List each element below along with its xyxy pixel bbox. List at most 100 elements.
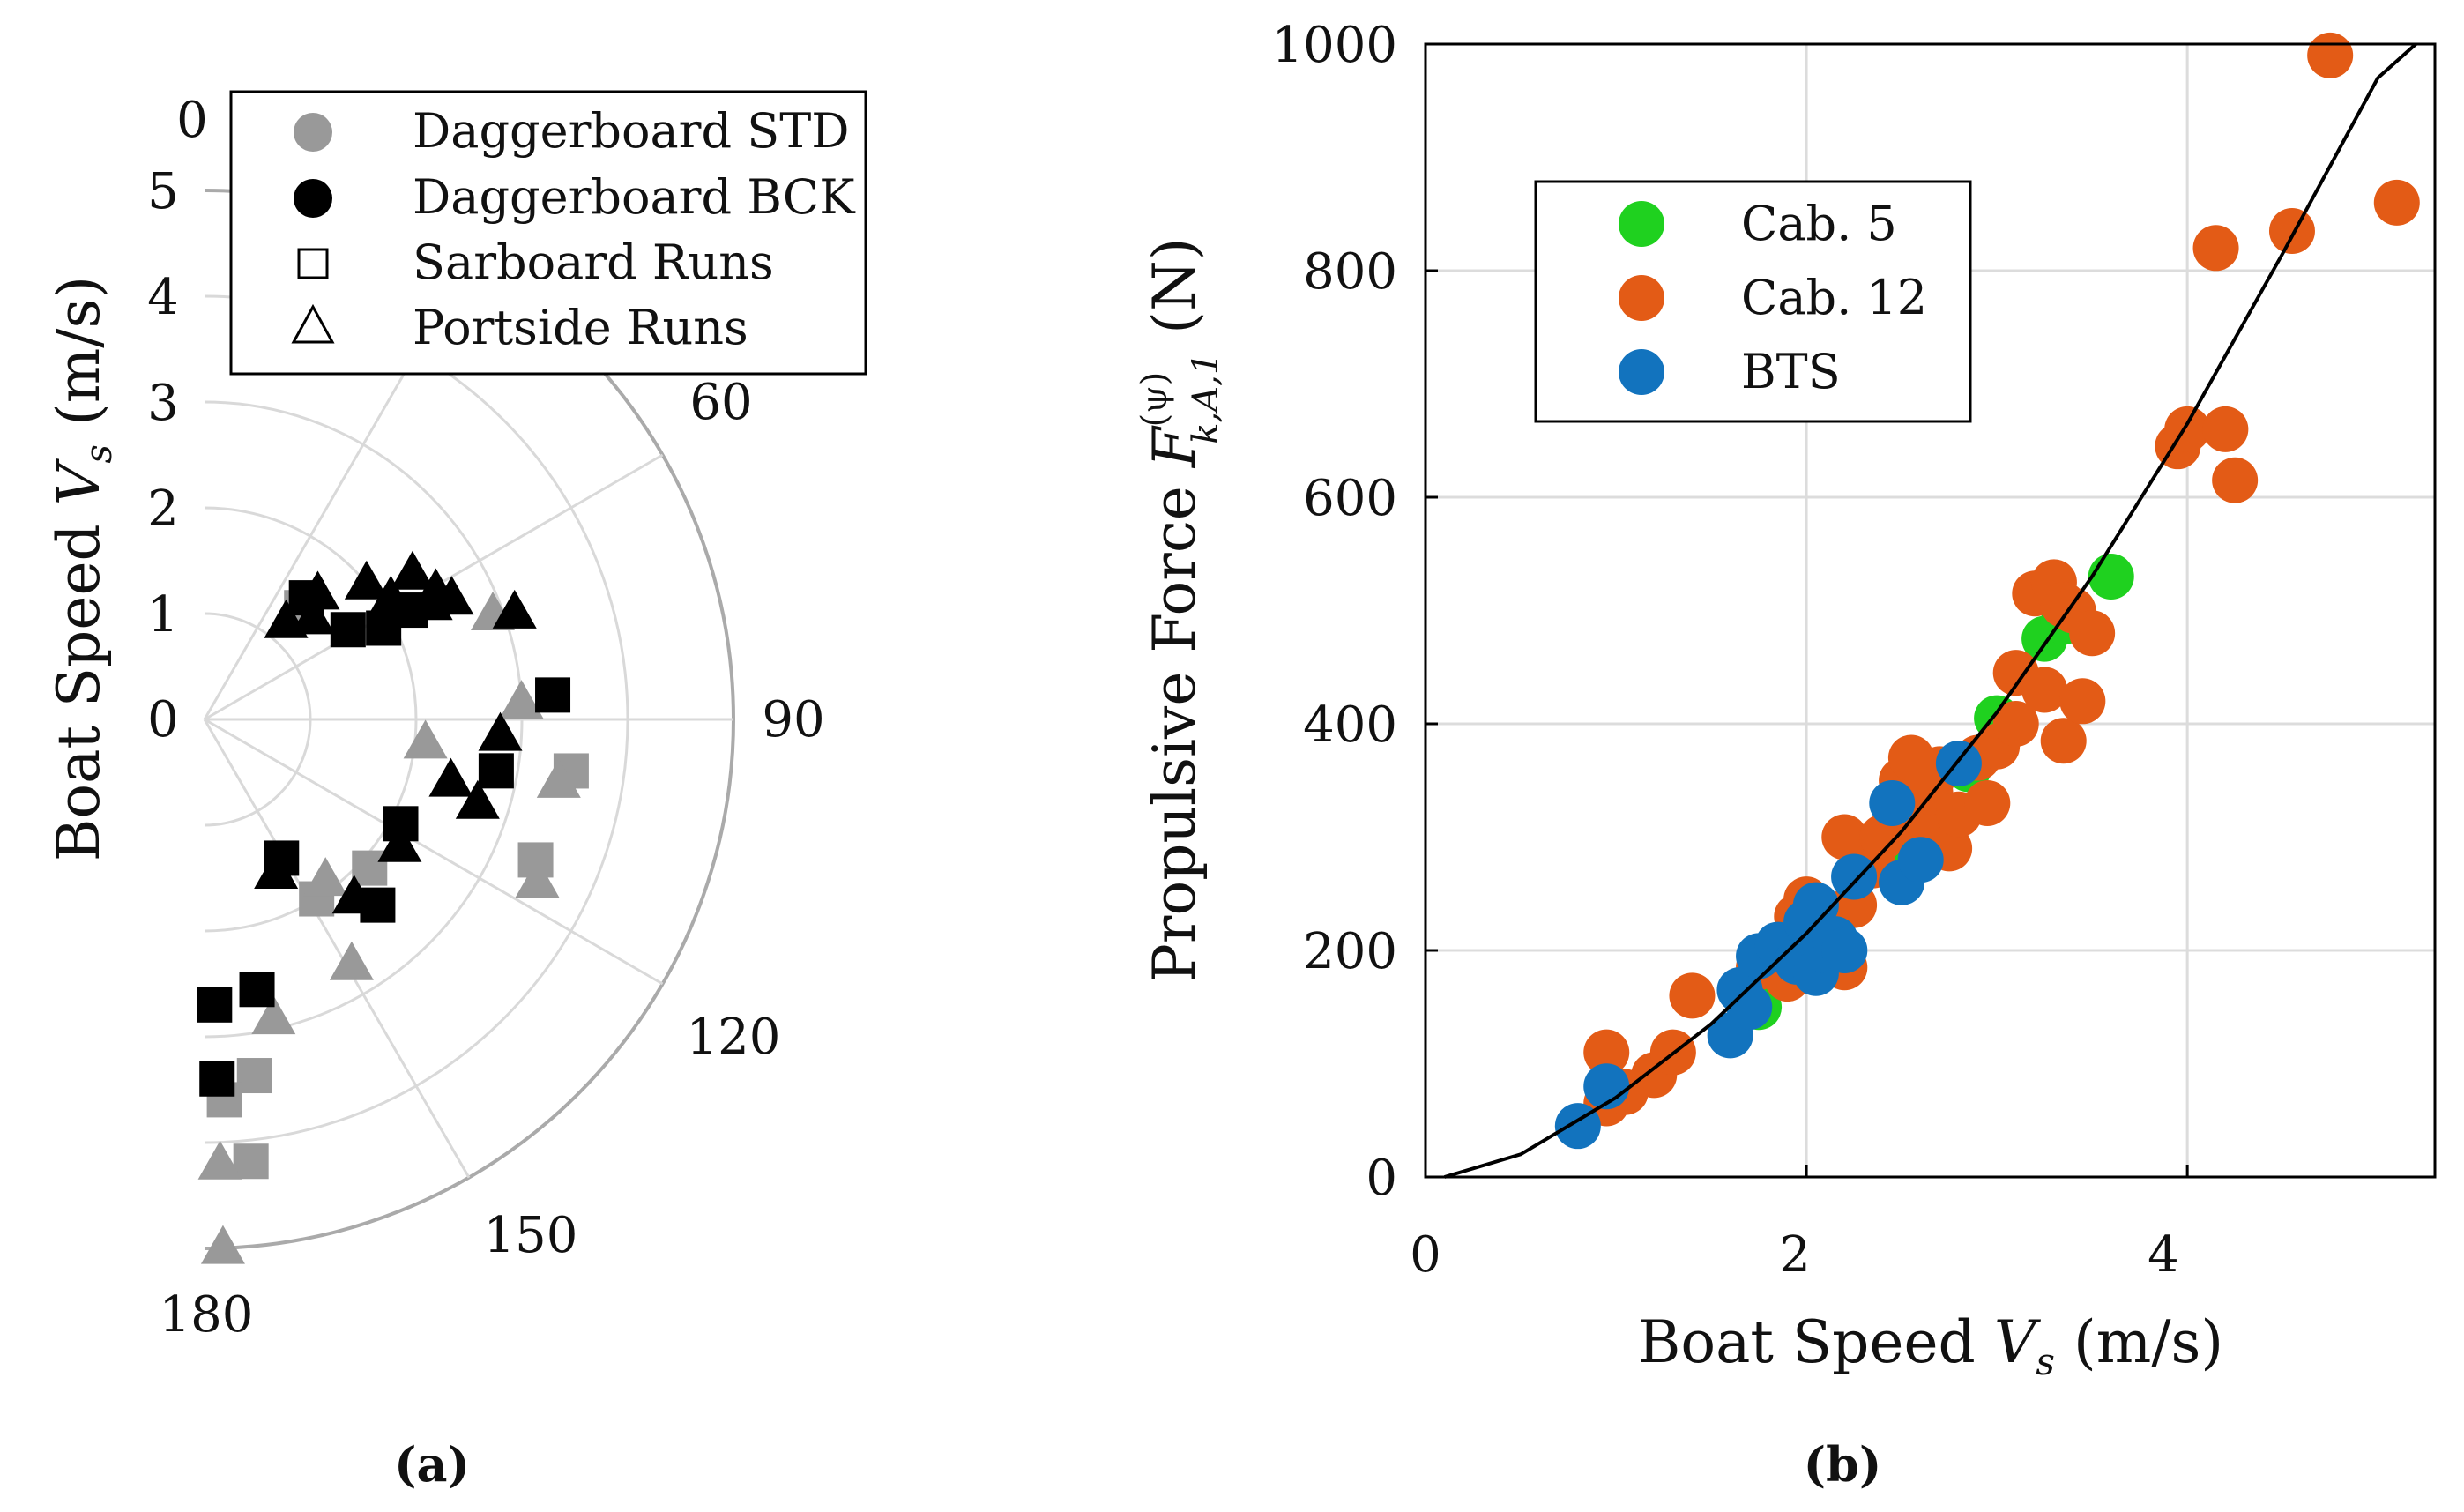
scatter-point <box>2192 225 2239 272</box>
x-tick-4: 4 <box>2148 1226 2179 1284</box>
polar-point-square <box>197 987 233 1023</box>
legend-marker-cab5 <box>1619 201 1664 247</box>
y-tick-0: 0 <box>1366 1150 1397 1207</box>
polar-point-square <box>236 1058 272 1094</box>
polar-point-triangle <box>492 589 537 629</box>
radial-tick-3: 3 <box>147 375 179 432</box>
legend-label-starboard: Sarboard Runs <box>413 235 774 290</box>
angle-tick-150: 150 <box>484 1207 578 1264</box>
scatter-point <box>1964 779 2011 826</box>
y-tick-1000: 1000 <box>1271 17 1397 74</box>
polar-spoke <box>204 718 664 986</box>
polar-points <box>197 550 589 1264</box>
x-tick-2: 2 <box>1779 1226 1811 1284</box>
polar-point-triangle <box>536 758 581 798</box>
polar-point-triangle <box>295 570 340 610</box>
radial-tick-2: 2 <box>147 480 179 538</box>
polar-point-triangle <box>455 779 500 819</box>
polar-radial-labels: 0 1 2 3 4 5 <box>147 163 179 749</box>
y-tick-400: 400 <box>1303 696 1397 754</box>
angle-tick-60: 60 <box>689 374 752 431</box>
polar-point-triangle <box>344 560 389 600</box>
polar-point-triangle <box>254 850 299 890</box>
scatter-point <box>2088 553 2134 600</box>
polar-point-triangle <box>499 680 544 719</box>
polar-point-triangle <box>368 575 413 614</box>
polar-point-triangle <box>329 941 374 980</box>
y-axis-title: Propulsive Force F(ψ) k,A,1 (N) <box>1135 238 1226 983</box>
polar-point-triangle <box>377 823 422 862</box>
scatter-point <box>1821 927 1868 973</box>
polar-point-triangle <box>200 1225 245 1264</box>
polar-point-triangle <box>403 719 448 759</box>
scatter-point <box>1992 701 2039 747</box>
radial-tick-4: 4 <box>147 269 179 326</box>
polar-point-triangle <box>428 757 473 797</box>
fit-curve <box>1444 42 2417 1179</box>
polar-point-triangle <box>331 875 376 914</box>
scatter-point <box>1897 837 1944 883</box>
legend-scatter: Cab. 5 Cab. 12 BTS <box>1534 180 1972 423</box>
plot-frame <box>1424 42 2437 1179</box>
panel-label-a: (a) <box>394 1436 470 1493</box>
scatter-point <box>2069 610 2116 657</box>
x-tick-0: 0 <box>1410 1226 1441 1284</box>
y-tick-600: 600 <box>1303 470 1397 527</box>
legend-box <box>1534 180 1972 423</box>
panel-label-b: (b) <box>1804 1436 1882 1493</box>
scatter-point <box>2307 32 2354 78</box>
legend-marker-starboard <box>297 248 329 279</box>
legend-label-cab12: Cab. 12 <box>1741 270 1927 325</box>
polar-point-triangle <box>303 857 348 897</box>
scatter-point <box>1821 814 1868 860</box>
legend-label-cab5: Cab. 5 <box>1741 196 1897 251</box>
scatter-point <box>2268 208 2315 255</box>
radial-tick-5: 5 <box>147 163 179 220</box>
angle-tick-120: 120 <box>687 1009 781 1066</box>
scatter-point <box>2202 406 2249 452</box>
y-tick-labels: 0 200 400 600 800 1000 <box>1271 17 1397 1207</box>
legend-box <box>229 90 867 376</box>
polar-spoke <box>203 719 471 1179</box>
scatter-point <box>2040 718 2087 764</box>
legend-marker-bck <box>294 179 332 218</box>
polar-point-triangle <box>251 995 296 1035</box>
scatter-point <box>1726 984 1773 1031</box>
legend-label-std: Daggerboard STD <box>413 103 850 159</box>
polar-point-triangle <box>290 595 335 635</box>
scatter-point <box>1669 972 1716 1019</box>
angle-tick-90: 90 <box>762 691 824 749</box>
scatter-point <box>1583 1029 1630 1076</box>
polar-point-square <box>239 972 275 1008</box>
legend-marker-std <box>294 113 332 152</box>
scatter-point <box>1831 853 1878 900</box>
angle-tick-0: 0 <box>176 92 208 149</box>
fit-curve-group <box>1444 42 2417 1179</box>
scatter-point <box>2059 678 2106 725</box>
polar-point-square <box>199 1061 235 1097</box>
angle-tick-180: 180 <box>160 1286 254 1344</box>
polar-point-square <box>233 1143 269 1180</box>
scatter-point <box>2373 179 2420 226</box>
radial-tick-1: 1 <box>147 586 179 644</box>
legend-marker-bts <box>1619 349 1664 395</box>
legend-label-bck: Daggerboard BCK <box>413 169 856 225</box>
polar-point-triangle <box>197 1140 242 1180</box>
polar-point-triangle <box>390 550 435 590</box>
polar-point-triangle <box>478 711 523 751</box>
polar-angle-labels: 0 60 90 120 150 180 <box>160 92 825 1344</box>
scatter-point <box>1869 779 1916 826</box>
radial-tick-0: 0 <box>147 691 179 749</box>
polar-point-square <box>535 677 571 713</box>
legend-marker-cab12 <box>1619 275 1664 321</box>
radial-axis-title: Boat Speed Vs (m/s) <box>45 276 120 861</box>
scatter-point <box>2212 457 2259 503</box>
legend-polar: Daggerboard STD Daggerboard BCK Sarboard… <box>229 90 867 376</box>
scatter-chart: 0 2 4 0 200 400 600 800 1000 Boat Speed … <box>1135 17 2437 1493</box>
polar-chart: 0 60 90 120 150 180 0 1 2 3 4 5 Boat Spe… <box>45 90 867 1493</box>
legend-label-portside: Portside Runs <box>413 300 748 355</box>
polar-point-square <box>478 753 514 789</box>
legend-marker-portside <box>291 303 335 344</box>
polar-point-triangle <box>429 576 474 615</box>
scatter-point <box>1792 882 1839 928</box>
